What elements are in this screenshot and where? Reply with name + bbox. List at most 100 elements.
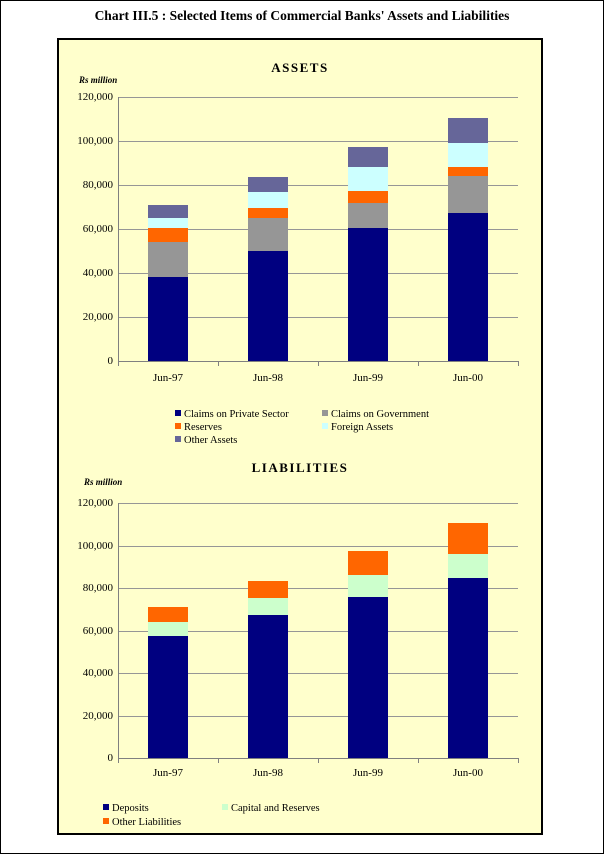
legend-swatch: [175, 436, 181, 442]
legend-label: Claims on Private Sector: [184, 409, 289, 420]
legend-swatch: [103, 804, 109, 810]
bar-segment: [448, 167, 488, 176]
x-axis-tick: [418, 362, 419, 366]
legend-label: Deposits: [112, 803, 149, 814]
bar-segment: [248, 598, 288, 615]
x-axis-label: Jun-00: [453, 767, 483, 779]
x-axis-line: [118, 758, 519, 759]
x-axis-label: Jun-00: [453, 372, 483, 384]
bar-segment: [248, 177, 288, 192]
gridline: [118, 546, 518, 547]
bar-segment: [348, 597, 388, 758]
legend-label: Foreign Assets: [331, 422, 394, 433]
x-axis-tick: [318, 362, 319, 366]
y-axis-label: 0: [107, 752, 114, 764]
bar-segment: [248, 581, 288, 598]
legend-label: Other Assets: [184, 435, 238, 446]
bar-segment: [448, 213, 488, 361]
bar-segment: [348, 203, 388, 228]
x-axis-tick: [118, 759, 119, 763]
liabilities-chart: 0 20,000 40,000 60,000 80,000 100,000 120,000 J…: [59, 40, 541, 833]
y-axis-label: 20,000: [82, 710, 113, 722]
bar-segment: [148, 218, 188, 228]
page-title: Chart III.5 : Selected Items of Commerci…: [94, 8, 510, 23]
bar-segment: [448, 554, 488, 578]
bar-segment: [348, 191, 388, 203]
x-axis-label: Jun-97: [153, 372, 183, 384]
y-axis-label: 40,000: [82, 667, 113, 679]
bar-segment: [148, 277, 188, 361]
bar-segment: [148, 242, 188, 277]
bar-segment: [148, 607, 188, 622]
bar-segment: [148, 228, 188, 242]
x-axis-tick: [418, 759, 419, 763]
gridline: [118, 229, 518, 230]
chart-panel: ASSETS Rs million 0 20,000 40,000 60,000 80,…: [57, 38, 543, 835]
x-axis-tick: [318, 759, 319, 763]
x-axis-tick: [518, 362, 519, 366]
x-axis-label: Jun-99: [353, 767, 383, 779]
bar-segment: [248, 208, 288, 218]
legend-swatch: [103, 818, 109, 824]
y-axis-label: 0: [107, 355, 114, 367]
bar-segment: [448, 118, 488, 143]
bar-segment: [148, 636, 188, 758]
legend-label: Claims on Government: [331, 409, 429, 420]
legend-swatch: [322, 410, 328, 416]
bar-segment: [148, 622, 188, 636]
gridline: [118, 185, 518, 186]
liabilities-y-units-label: Rs million: [84, 477, 123, 487]
y-axis-label: 60,000: [82, 625, 113, 637]
legend-swatch: [175, 423, 181, 429]
y-axis-label: 120,000: [77, 91, 113, 103]
assets-y-units-label: Rs million: [79, 75, 118, 85]
y-axis-label: 60,000: [82, 223, 113, 235]
legend-swatch: [322, 423, 328, 429]
bar-segment: [448, 143, 488, 167]
x-axis-tick: [218, 759, 219, 763]
gridline: [118, 141, 518, 142]
y-axis-label: 20,000: [82, 311, 113, 323]
y-axis-label: 100,000: [77, 540, 113, 552]
legend-swatch: [175, 410, 181, 416]
x-axis-tick: [518, 759, 519, 763]
gridline: [118, 317, 518, 318]
bar-segment: [348, 551, 388, 575]
y-axis-label: 80,000: [82, 582, 113, 594]
x-axis-label: Jun-98: [253, 767, 283, 779]
x-axis-label: Jun-99: [353, 372, 383, 384]
bar-segment: [248, 192, 288, 208]
gridline: [118, 716, 518, 717]
bar-segment: [348, 147, 388, 167]
legend-swatch: [222, 804, 228, 810]
y-axis-label: 40,000: [82, 267, 113, 279]
bar-segment: [348, 575, 388, 597]
y-axis-label: 100,000: [77, 135, 113, 147]
y-axis-label: 120,000: [77, 497, 113, 509]
x-axis-tick: [118, 362, 119, 366]
bar-segment: [248, 615, 288, 758]
gridline: [118, 503, 518, 504]
assets-chart: 0 20,000 40,000 60,000 80,000 100,000 120,000 J…: [59, 40, 541, 833]
y-axis-line: [118, 97, 119, 361]
bar-segment: [348, 167, 388, 191]
x-axis-line: [118, 361, 519, 362]
bar-segment: [148, 205, 188, 218]
liabilities-chart-title: LIABILITIES: [251, 460, 349, 475]
legend-label: Capital and Reserves: [231, 803, 320, 814]
x-axis-tick: [218, 362, 219, 366]
gridline: [118, 631, 518, 632]
assets-chart-title: ASSETS: [271, 60, 329, 75]
x-axis-label: Jun-97: [153, 767, 183, 779]
gridline: [118, 588, 518, 589]
bar-segment: [448, 523, 488, 554]
legend-label: Reserves: [184, 422, 222, 433]
x-axis-label: Jun-98: [253, 372, 283, 384]
y-axis-label: 80,000: [82, 179, 113, 191]
legend-label: Other Liabilities: [112, 817, 182, 828]
gridline: [118, 673, 518, 674]
bar-segment: [348, 228, 388, 361]
gridline: [118, 273, 518, 274]
gridline: [118, 97, 518, 98]
